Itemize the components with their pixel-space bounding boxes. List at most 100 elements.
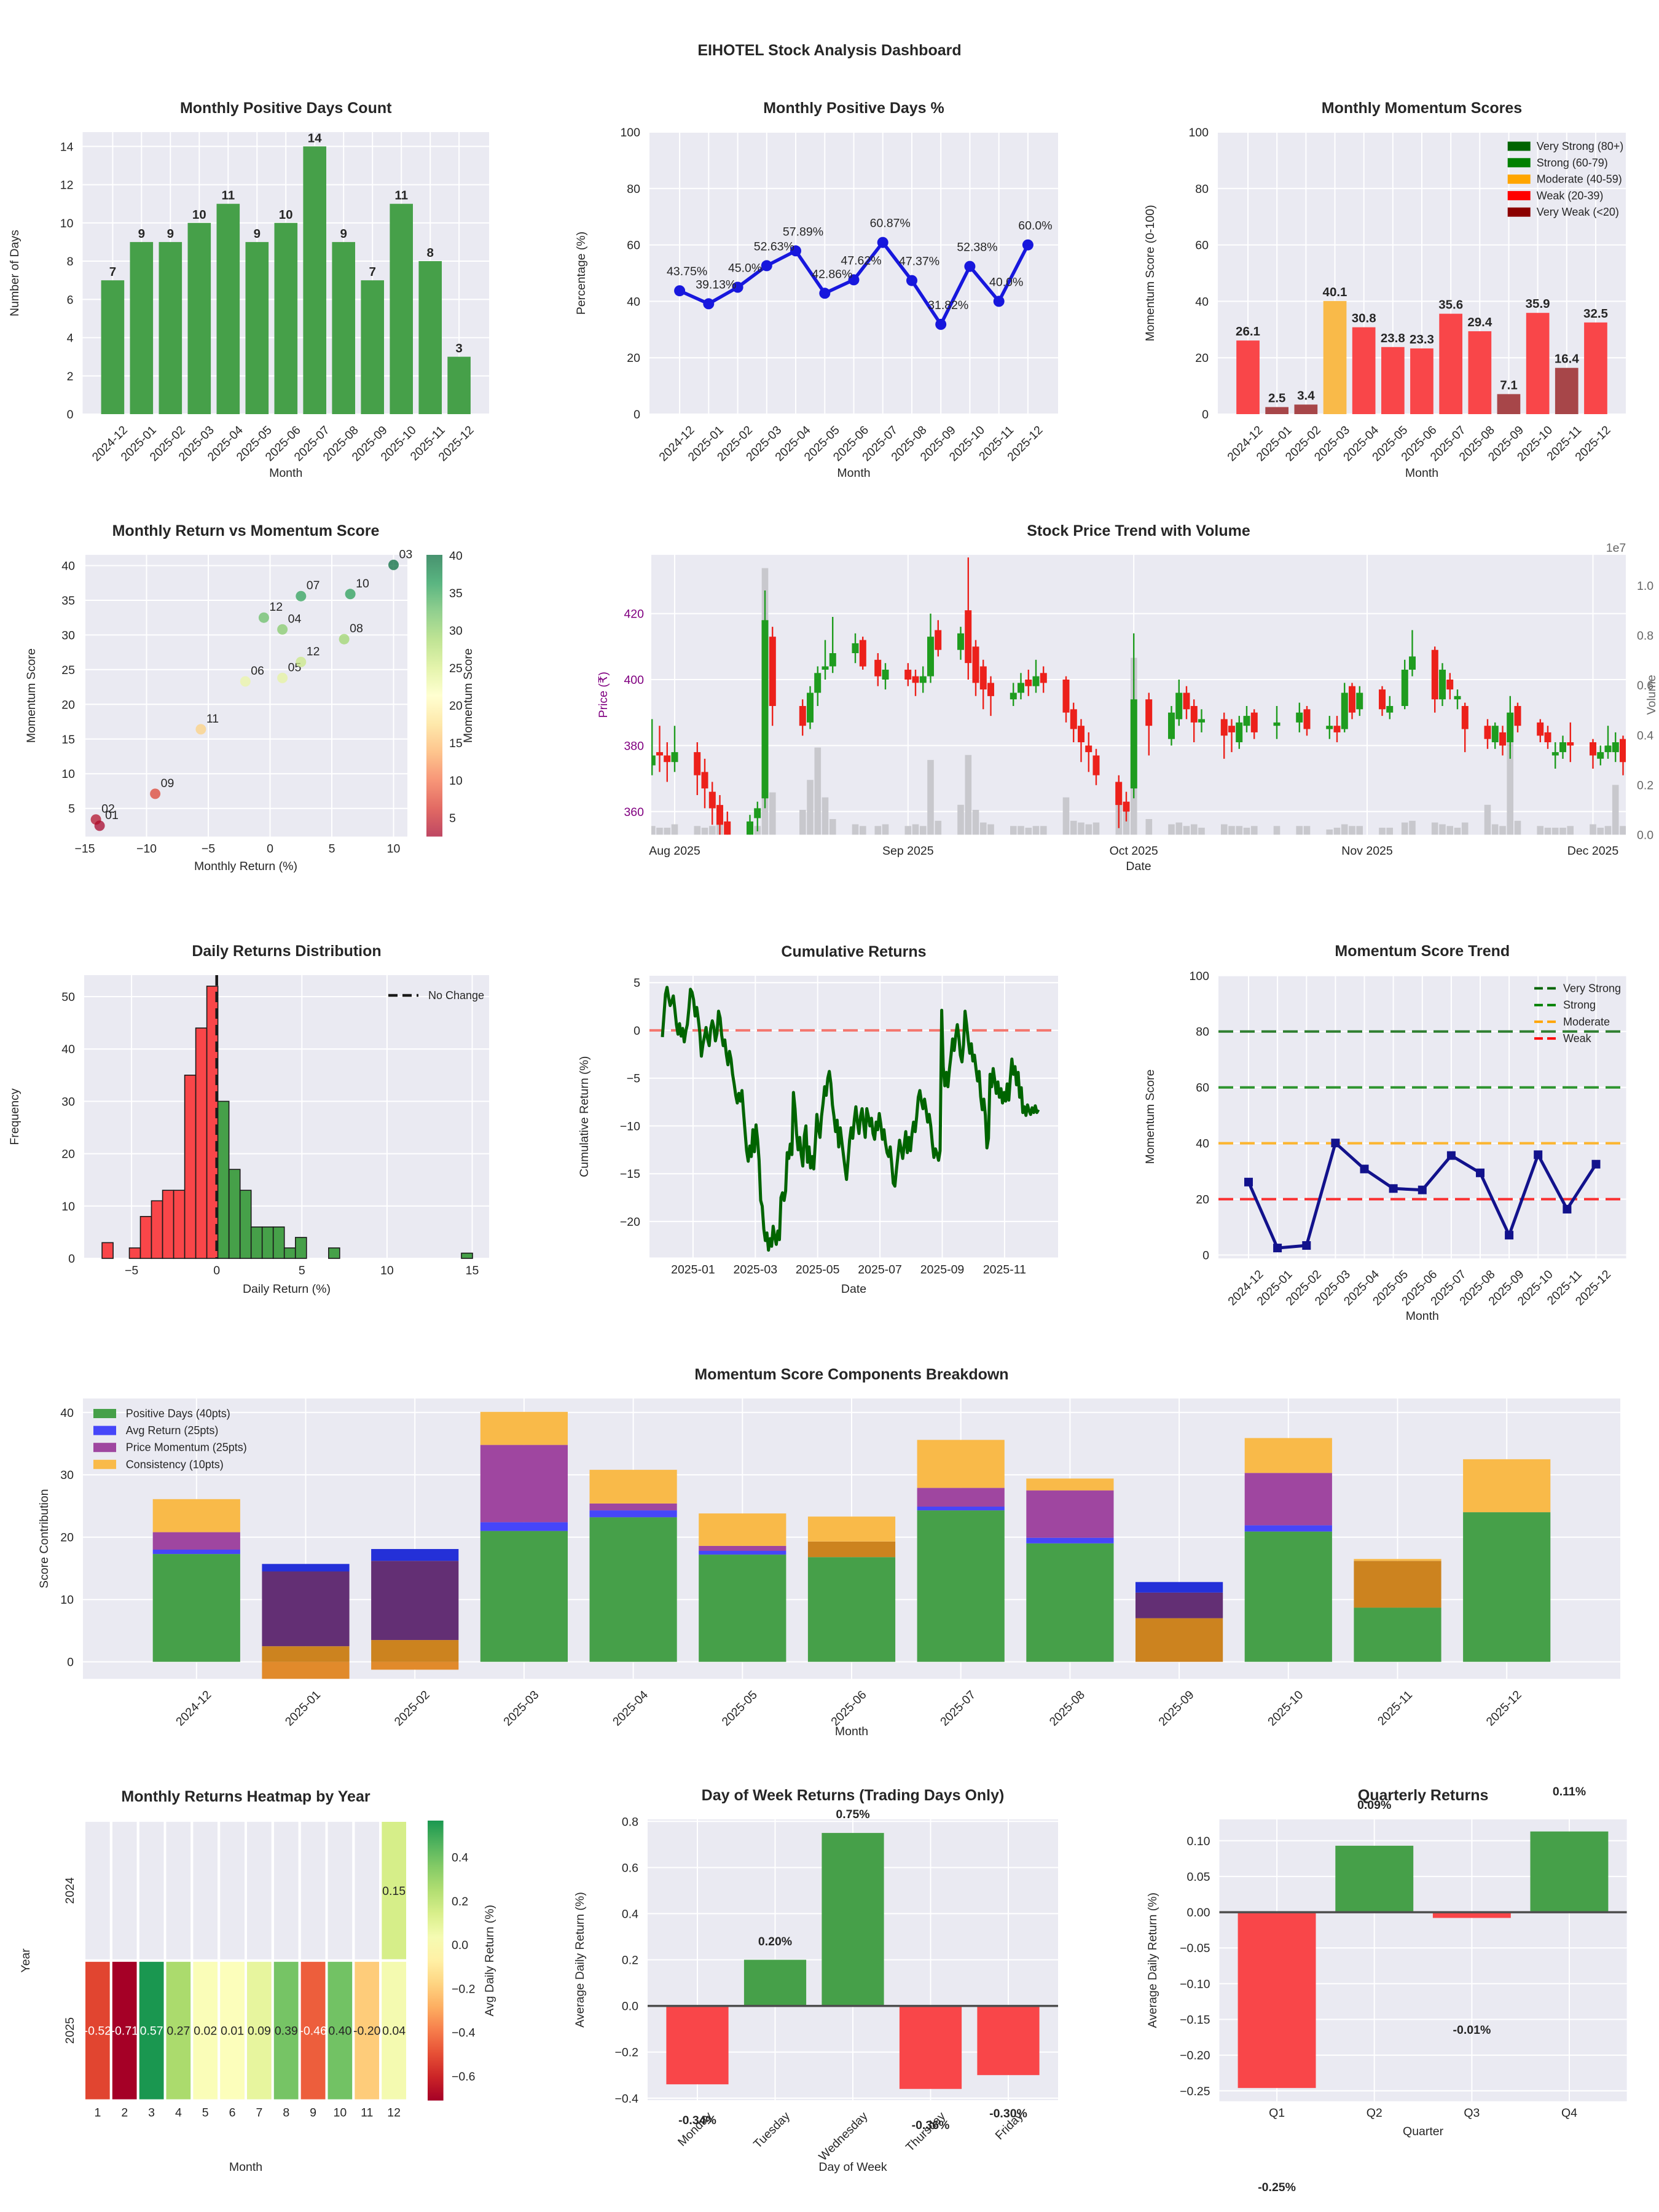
svg-text:10: 10 — [60, 1593, 74, 1607]
svg-text:40: 40 — [60, 1406, 74, 1420]
svg-text:0.11%: 0.11% — [1553, 1785, 1586, 1798]
svg-text:Percentage (%): Percentage (%) — [575, 232, 588, 315]
svg-text:12: 12 — [60, 179, 74, 192]
svg-text:−0.4: −0.4 — [452, 2026, 476, 2040]
svg-text:0.6: 0.6 — [622, 1861, 638, 1875]
svg-text:8: 8 — [67, 255, 74, 269]
svg-text:Frequency: Frequency — [8, 1088, 22, 1145]
svg-text:Day of Week: Day of Week — [818, 2160, 887, 2174]
svg-text:Strong: Strong — [1563, 999, 1596, 1011]
svg-text:80: 80 — [1195, 182, 1209, 196]
svg-text:2025-09: 2025-09 — [920, 1263, 965, 1277]
svg-text:0.05: 0.05 — [1187, 1870, 1210, 1884]
svg-text:30: 30 — [449, 624, 463, 638]
svg-text:0.8: 0.8 — [622, 1815, 638, 1829]
svg-text:Month: Month — [835, 1725, 868, 1738]
svg-text:12: 12 — [307, 645, 320, 658]
svg-text:30: 30 — [61, 1095, 75, 1108]
svg-text:0: 0 — [633, 1024, 640, 1038]
svg-text:5: 5 — [449, 812, 456, 825]
svg-text:35.6: 35.6 — [1438, 298, 1463, 312]
svg-text:0.0: 0.0 — [622, 2000, 638, 2014]
svg-text:1.0: 1.0 — [1637, 579, 1653, 593]
svg-text:Volume: Volume — [1645, 675, 1658, 715]
svg-text:−10: −10 — [136, 842, 157, 856]
svg-text:Momentum Score: Momentum Score — [1143, 1070, 1157, 1164]
svg-text:Average Daily Return (%): Average Daily Return (%) — [573, 1892, 587, 2028]
svg-text:Month: Month — [837, 466, 870, 480]
svg-text:20: 20 — [449, 699, 463, 713]
svg-text:0.27: 0.27 — [167, 2025, 190, 2038]
svg-text:14: 14 — [308, 131, 322, 145]
svg-text:43.75%: 43.75% — [667, 265, 707, 278]
svg-text:Number of Days: Number of Days — [8, 230, 22, 316]
svg-text:Monthly Returns Heatmap by Yea: Monthly Returns Heatmap by Year — [121, 1788, 370, 1805]
svg-text:4: 4 — [67, 332, 74, 345]
svg-text:Daily Returns Distribution: Daily Returns Distribution — [192, 943, 381, 960]
svg-text:35.9: 35.9 — [1526, 297, 1550, 311]
svg-text:2024: 2024 — [63, 1877, 77, 1904]
svg-text:06: 06 — [251, 664, 264, 678]
svg-text:0: 0 — [67, 1656, 74, 1669]
svg-text:-0.46: -0.46 — [299, 2025, 326, 2038]
svg-text:02: 02 — [101, 802, 115, 816]
svg-text:Very Weak (<20): Very Weak (<20) — [1537, 206, 1619, 218]
svg-text:30.8: 30.8 — [1352, 312, 1376, 326]
svg-text:8: 8 — [283, 2106, 289, 2120]
svg-text:100: 100 — [1188, 126, 1209, 139]
svg-text:0.2: 0.2 — [452, 1895, 468, 1908]
svg-text:40: 40 — [627, 295, 640, 308]
svg-text:−15: −15 — [74, 842, 95, 856]
svg-text:Average Daily Return (%): Average Daily Return (%) — [1146, 1892, 1159, 2028]
svg-text:Q2: Q2 — [1367, 2106, 1382, 2120]
svg-text:14: 14 — [60, 140, 74, 154]
svg-text:0.09: 0.09 — [248, 2025, 271, 2038]
svg-text:10: 10 — [334, 2106, 347, 2120]
svg-text:Strong (60-79): Strong (60-79) — [1537, 157, 1608, 169]
svg-text:80: 80 — [627, 182, 640, 196]
svg-text:100: 100 — [620, 126, 640, 139]
svg-text:10: 10 — [380, 1264, 394, 1277]
svg-text:47.62%: 47.62% — [841, 254, 881, 267]
svg-text:Price (₹): Price (₹) — [597, 672, 610, 718]
svg-text:0.57: 0.57 — [140, 2025, 163, 2038]
svg-text:2: 2 — [67, 370, 74, 383]
svg-text:9: 9 — [254, 227, 261, 241]
svg-text:-0.36%: -0.36% — [912, 2119, 950, 2132]
svg-text:7: 7 — [256, 2106, 262, 2120]
svg-text:7: 7 — [109, 265, 116, 279]
svg-text:0.6: 0.6 — [1637, 679, 1653, 692]
svg-text:Weak: Weak — [1563, 1032, 1592, 1045]
svg-text:Score Contribution: Score Contribution — [37, 1489, 51, 1588]
svg-text:50: 50 — [61, 990, 75, 1004]
svg-text:Momentum Score Trend: Momentum Score Trend — [1335, 943, 1510, 960]
svg-text:16.4: 16.4 — [1555, 352, 1579, 366]
svg-text:2025-05: 2025-05 — [796, 1263, 840, 1277]
svg-text:-0.52: -0.52 — [84, 2025, 111, 2038]
svg-text:40: 40 — [449, 549, 463, 563]
svg-text:25: 25 — [449, 662, 463, 675]
svg-text:5: 5 — [329, 842, 335, 856]
svg-text:0: 0 — [213, 1264, 220, 1277]
svg-text:12: 12 — [387, 2106, 401, 2120]
svg-text:20: 20 — [1195, 351, 1209, 365]
svg-text:0.02: 0.02 — [194, 2025, 217, 2038]
svg-text:−0.2: −0.2 — [452, 1982, 476, 1996]
svg-text:01: 01 — [105, 809, 119, 822]
svg-text:−0.4: −0.4 — [615, 2092, 639, 2106]
svg-text:25: 25 — [61, 664, 75, 677]
svg-text:7.1: 7.1 — [1500, 378, 1518, 392]
svg-text:9: 9 — [167, 227, 174, 241]
svg-text:−15: −15 — [620, 1167, 640, 1181]
svg-text:Avg Return (25pts): Avg Return (25pts) — [126, 1424, 219, 1437]
svg-text:20: 20 — [61, 698, 75, 712]
svg-text:11: 11 — [361, 2106, 373, 2120]
svg-text:Q1: Q1 — [1269, 2106, 1285, 2120]
svg-text:60.87%: 60.87% — [870, 217, 911, 230]
svg-text:Daily Return (%): Daily Return (%) — [243, 1282, 331, 1296]
svg-text:5: 5 — [299, 1264, 305, 1277]
svg-text:0.4: 0.4 — [622, 1907, 638, 1921]
svg-text:60.0%: 60.0% — [1018, 219, 1052, 233]
svg-text:10: 10 — [60, 217, 74, 230]
svg-text:0.04: 0.04 — [382, 2025, 406, 2038]
